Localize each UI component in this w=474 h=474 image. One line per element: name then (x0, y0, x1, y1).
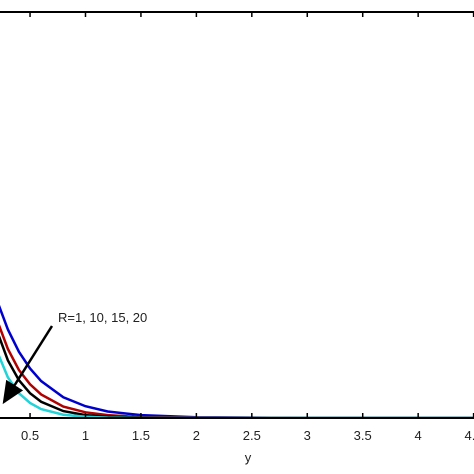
x-tick-label: 4 (415, 428, 422, 443)
x-tick-label: 3 (304, 428, 311, 443)
x-tick-label: 0.5 (21, 428, 39, 443)
line-series (0, 355, 474, 418)
x-tick-label: 1 (82, 428, 89, 443)
x-tick-label: 1.5 (132, 428, 150, 443)
annotation-arrow (2, 325, 54, 405)
x-tick-label: 3.5 (354, 428, 372, 443)
x-tick-label: 4.5 (465, 428, 474, 443)
x-axis-label: y (245, 450, 252, 465)
annotation: R=1, 10, 15, 20 (58, 310, 147, 325)
x-tick-label: 2.5 (243, 428, 261, 443)
x-tick-label: 2 (193, 428, 200, 443)
